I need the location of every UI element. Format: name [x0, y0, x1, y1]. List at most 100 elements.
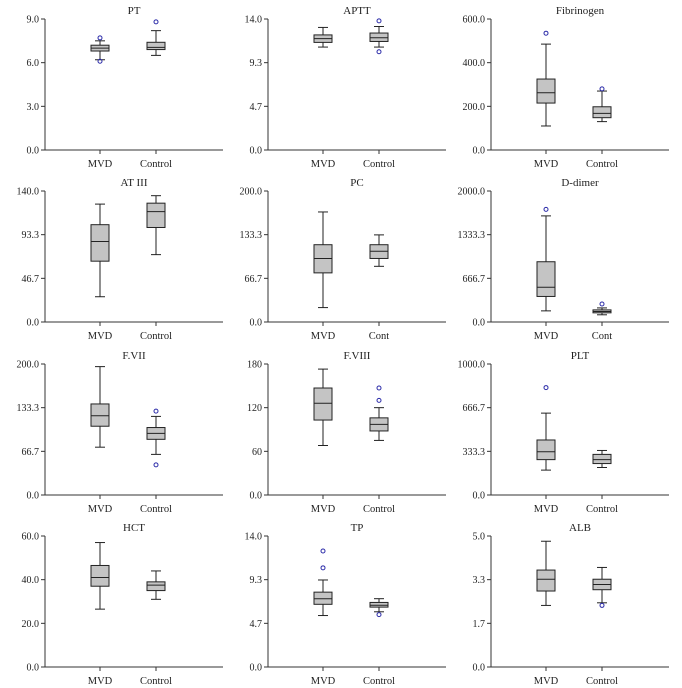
chart-title: HCT	[123, 522, 145, 534]
y-tick-label: 9.3	[250, 58, 263, 69]
chart-title: TP	[351, 522, 364, 534]
chart-panel-1: PT 0.0 3.0 6.0 9.0 MVD Control	[27, 5, 223, 170]
chart-panel-11: TP 0.0 4.7 9.3 14.0 MVD Control	[245, 522, 446, 687]
x-category-label: Control	[140, 504, 172, 515]
x-category-label: Control	[140, 159, 172, 170]
y-tick-label: 14.0	[245, 15, 263, 26]
y-tick-label: 0.0	[27, 491, 40, 502]
iqr-box	[90, 224, 110, 262]
iqr-box	[146, 41, 166, 51]
y-tick-label: 180	[247, 360, 262, 371]
y-tick-label: 9.0	[27, 15, 40, 26]
chart-panel-9: PLT 0.0 333.3 666.7 1000.0 MVD Control	[458, 350, 669, 515]
x-category-label: MVD	[311, 676, 336, 687]
chart-title: PT	[128, 5, 141, 17]
y-tick-label: 1333.3	[458, 230, 486, 241]
x-category-label: MVD	[534, 331, 559, 342]
iqr-box	[536, 439, 556, 461]
chart-title: F.VII	[122, 350, 146, 362]
outlier-point	[153, 19, 159, 25]
y-tick-label: 200.0	[240, 187, 263, 198]
chart-title: PC	[350, 177, 363, 189]
outlier-point	[376, 49, 382, 55]
x-category-label: MVD	[534, 159, 559, 170]
y-tick-label: 666.7	[463, 274, 486, 285]
outlier-point	[376, 18, 382, 24]
iqr-box	[90, 564, 110, 587]
x-category-label: MVD	[88, 676, 113, 687]
y-tick-label: 60.0	[22, 532, 40, 543]
outlier-point	[376, 385, 382, 391]
y-tick-label: 600.0	[463, 15, 486, 26]
y-tick-label: 1000.0	[458, 360, 486, 371]
outlier-point	[599, 86, 605, 92]
x-category-label: Control	[363, 504, 395, 515]
x-category-label: Control	[586, 676, 618, 687]
y-tick-label: 120	[247, 403, 262, 414]
x-category-label: Control	[140, 331, 172, 342]
y-tick-label: 400.0	[463, 58, 486, 69]
chart-panel-4: AT III 0.0 46.7 93.3 140.0 MVD Control	[17, 177, 223, 342]
iqr-box	[313, 387, 333, 421]
y-tick-label: 0.0	[27, 663, 40, 674]
iqr-box	[146, 581, 166, 592]
y-tick-label: 133.3	[17, 403, 40, 414]
y-tick-label: 666.7	[463, 403, 486, 414]
y-tick-label: 46.7	[22, 274, 40, 285]
y-tick-label: 200.0	[463, 102, 486, 113]
y-tick-label: 0.0	[473, 318, 486, 329]
chart-panel-3: Fibrinogen 0.0 200.0 400.0 600.0 MVD Control	[463, 5, 669, 170]
y-tick-label: 3.3	[473, 575, 486, 586]
y-tick-label: 133.3	[240, 230, 263, 241]
outlier-point	[543, 385, 549, 391]
x-category-label: MVD	[534, 504, 559, 515]
y-tick-label: 93.3	[22, 230, 40, 241]
x-category-label: Cont	[369, 331, 390, 342]
x-category-label: MVD	[88, 159, 113, 170]
iqr-box	[90, 403, 110, 427]
x-category-label: MVD	[311, 504, 336, 515]
outlier-point	[543, 206, 549, 212]
chart-title: PLT	[571, 350, 590, 362]
y-tick-label: 0.0	[473, 663, 486, 674]
y-tick-label: 66.7	[22, 447, 40, 458]
chart-title: ALB	[569, 522, 591, 534]
y-tick-label: 140.0	[17, 187, 40, 198]
chart-panel-7: F.VII 0.0 66.7 133.3 200.0 MVD Control	[17, 350, 223, 515]
y-tick-label: 0.0	[473, 146, 486, 157]
x-category-label: Control	[363, 676, 395, 687]
x-category-label: MVD	[534, 676, 559, 687]
y-tick-label: 4.7	[250, 619, 263, 630]
y-tick-label: 9.3	[250, 575, 263, 586]
iqr-box	[146, 202, 166, 228]
x-category-label: Cont	[592, 331, 613, 342]
outlier-point	[153, 408, 159, 414]
outlier-point	[97, 35, 103, 41]
x-category-label: MVD	[88, 504, 113, 515]
x-category-label: MVD	[311, 331, 336, 342]
x-category-label: MVD	[311, 159, 336, 170]
y-tick-label: 3.0	[27, 102, 40, 113]
y-tick-label: 60	[252, 447, 262, 458]
outlier-point	[599, 301, 605, 307]
x-category-label: Control	[586, 159, 618, 170]
outlier-point	[320, 565, 326, 571]
y-tick-label: 0.0	[250, 146, 263, 157]
x-category-label: Control	[586, 504, 618, 515]
y-tick-label: 5.0	[473, 532, 486, 543]
chart-panel-8: F.VIII 0.0 60 120 180 MVD Control	[247, 350, 446, 515]
chart-title: D-dimer	[561, 177, 599, 189]
y-tick-label: 66.7	[245, 274, 263, 285]
chart-panel-2: APTT 0.0 4.7 9.3 14.0 MVD Control	[245, 5, 446, 170]
outlier-point	[376, 397, 382, 403]
y-tick-label: 0.0	[250, 491, 263, 502]
x-category-label: MVD	[88, 331, 113, 342]
y-tick-label: 0.0	[27, 146, 40, 157]
chart-panel-5: PC 0.0 66.7 133.3 200.0 MVD Cont	[240, 177, 446, 342]
outlier-point	[376, 612, 382, 618]
iqr-box	[592, 106, 612, 119]
iqr-box	[592, 453, 612, 465]
y-tick-label: 20.0	[22, 619, 40, 630]
chart-title: AT III	[121, 177, 148, 189]
